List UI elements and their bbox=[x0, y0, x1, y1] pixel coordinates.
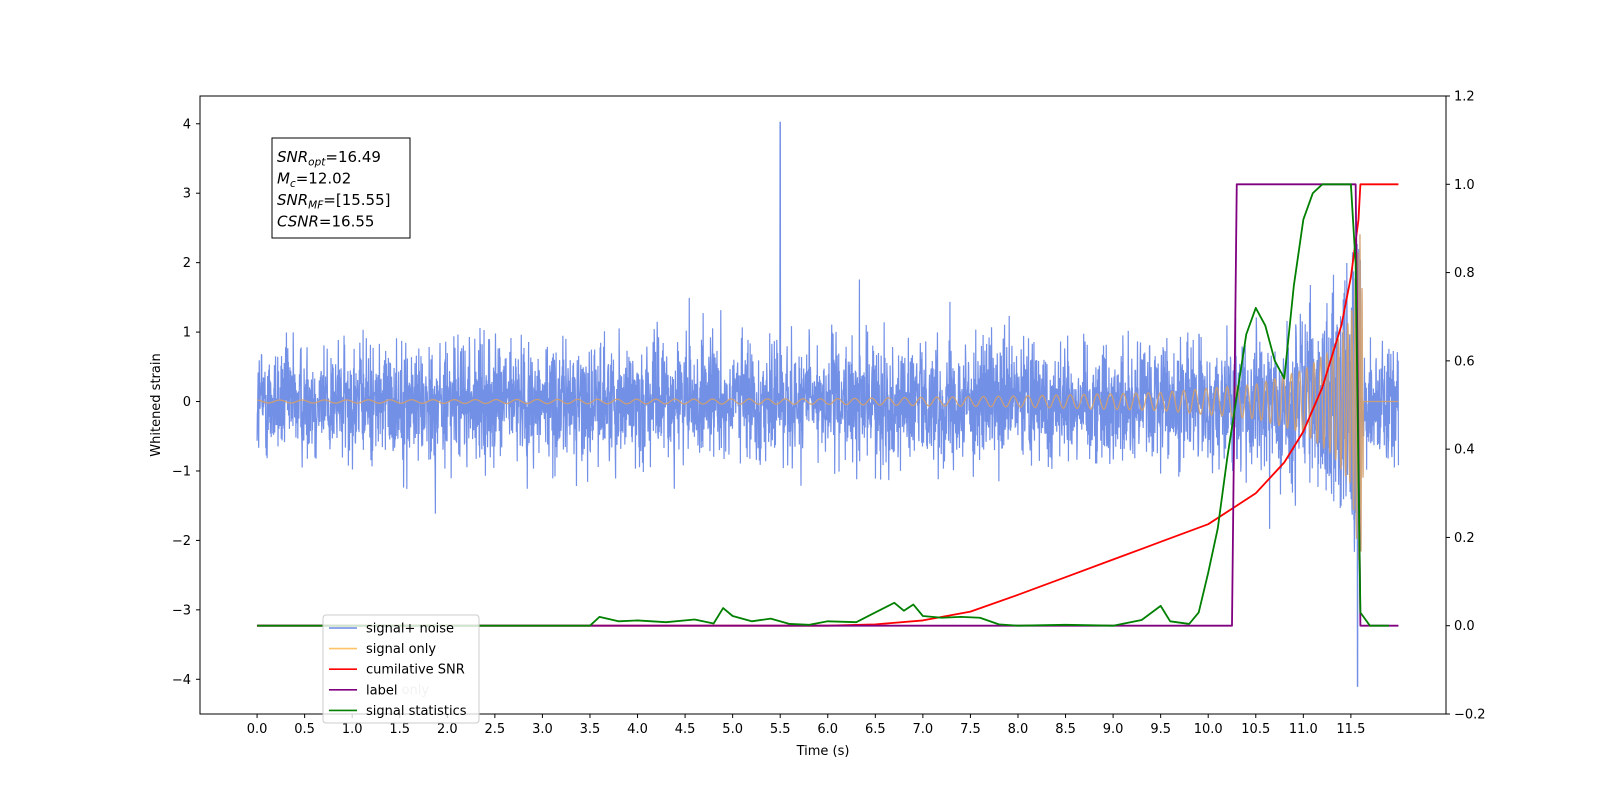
y-axis-left: −4 −3 −2 −1 0 1 2 3 4 bbox=[172, 117, 200, 688]
y-tick-label: −1 bbox=[172, 464, 191, 479]
x-axis: 0.0 0.5 1.0 1.5 2.0 2.5 3.0 3.5 4.0 4.5 5.0 5.5 6.0 6… bbox=[247, 714, 1365, 737]
y2-tick-label: 0.8 bbox=[1454, 266, 1475, 281]
x-tick-label: 1.5 bbox=[389, 722, 410, 737]
x-tick-label: 5.5 bbox=[770, 722, 791, 737]
legend-label: cumilative SNR bbox=[366, 663, 465, 678]
y2-tick-label: 0.0 bbox=[1454, 619, 1475, 634]
y2-tick-label: 0.4 bbox=[1454, 443, 1475, 458]
x-tick-label: 3.0 bbox=[532, 722, 553, 737]
annotation-line: CSNR=16.55 bbox=[277, 213, 374, 231]
annotation-box: SNRopt=16.49Mc=12.02SNRMF=[15.55]CSNR=16… bbox=[271, 137, 411, 239]
y-tick-label: 0 bbox=[183, 395, 191, 410]
annotation-line: SNRopt=16.49 bbox=[277, 148, 381, 169]
y-tick-label: 1 bbox=[183, 326, 191, 341]
legend-overlap-text: label only bbox=[366, 683, 429, 698]
x-tick-label: 5.0 bbox=[722, 722, 743, 737]
y2-tick-label: 0.2 bbox=[1454, 531, 1475, 546]
y-tick-label: 2 bbox=[183, 256, 191, 271]
x-tick-label: 9.0 bbox=[1103, 722, 1124, 737]
legend-frame bbox=[322, 614, 480, 724]
y2-tick-label: 1.0 bbox=[1454, 178, 1475, 193]
legend-label: label bbox=[366, 683, 397, 698]
x-tick-label: 11.0 bbox=[1289, 722, 1318, 737]
y2-tick-label: −0.2 bbox=[1454, 708, 1486, 723]
x-tick-label: 8.5 bbox=[1055, 722, 1076, 737]
x-tick-label: 3.5 bbox=[580, 722, 601, 737]
y-tick-label: 4 bbox=[183, 117, 191, 132]
x-tick-label: 9.5 bbox=[1150, 722, 1171, 737]
y-axis-right: −0.2 0.0 0.2 0.4 0.6 0.8 1.0 1.2 bbox=[1446, 90, 1486, 723]
cumulative-snr-line bbox=[257, 183, 1399, 627]
signal-noise-line bbox=[256, 121, 1400, 687]
annotation-line: SNRMF=[15.55] bbox=[277, 191, 391, 212]
y-axis-label: Whitened strain bbox=[149, 353, 164, 456]
y-tick-label: 3 bbox=[183, 187, 191, 202]
annotation-frame bbox=[271, 137, 411, 239]
y2-tick-label: 0.6 bbox=[1454, 354, 1475, 369]
x-tick-label: 11.5 bbox=[1336, 722, 1365, 737]
x-tick-label: 6.5 bbox=[865, 722, 886, 737]
x-tick-label: 2.0 bbox=[437, 722, 458, 737]
y-tick-label: −4 bbox=[172, 673, 191, 688]
x-tick-label: 0.5 bbox=[294, 722, 315, 737]
legend: label only signal+ noise signal only cumila… bbox=[322, 614, 480, 724]
x-tick-label: 4.0 bbox=[627, 722, 648, 737]
signal-only-line bbox=[257, 234, 1399, 560]
x-axis-label: Time (s) bbox=[796, 744, 850, 759]
x-tick-label: 7.5 bbox=[960, 722, 981, 737]
y2-tick-label: 1.2 bbox=[1454, 90, 1475, 105]
plot-frame bbox=[199, 95, 1447, 715]
x-tick-label: 8.0 bbox=[1008, 722, 1029, 737]
signal-statistics-line bbox=[257, 183, 1389, 627]
x-tick-label: 1.0 bbox=[342, 722, 363, 737]
x-tick-label: 0.0 bbox=[247, 722, 268, 737]
x-tick-label: 10.0 bbox=[1194, 722, 1223, 737]
plot-area bbox=[256, 121, 1400, 687]
legend-label: signal only bbox=[366, 642, 436, 657]
x-tick-label: 10.5 bbox=[1241, 722, 1270, 737]
y-tick-label: −2 bbox=[172, 534, 191, 549]
x-tick-label: 6.0 bbox=[817, 722, 838, 737]
annotation-line: Mc=12.02 bbox=[277, 170, 351, 191]
y-tick-label: −3 bbox=[172, 603, 191, 618]
x-tick-label: 2.5 bbox=[485, 722, 506, 737]
x-tick-label: 4.5 bbox=[675, 722, 696, 737]
x-tick-label: 7.0 bbox=[913, 722, 934, 737]
legend-label: signal statistics bbox=[366, 704, 467, 719]
legend-label: signal+ noise bbox=[366, 622, 454, 637]
